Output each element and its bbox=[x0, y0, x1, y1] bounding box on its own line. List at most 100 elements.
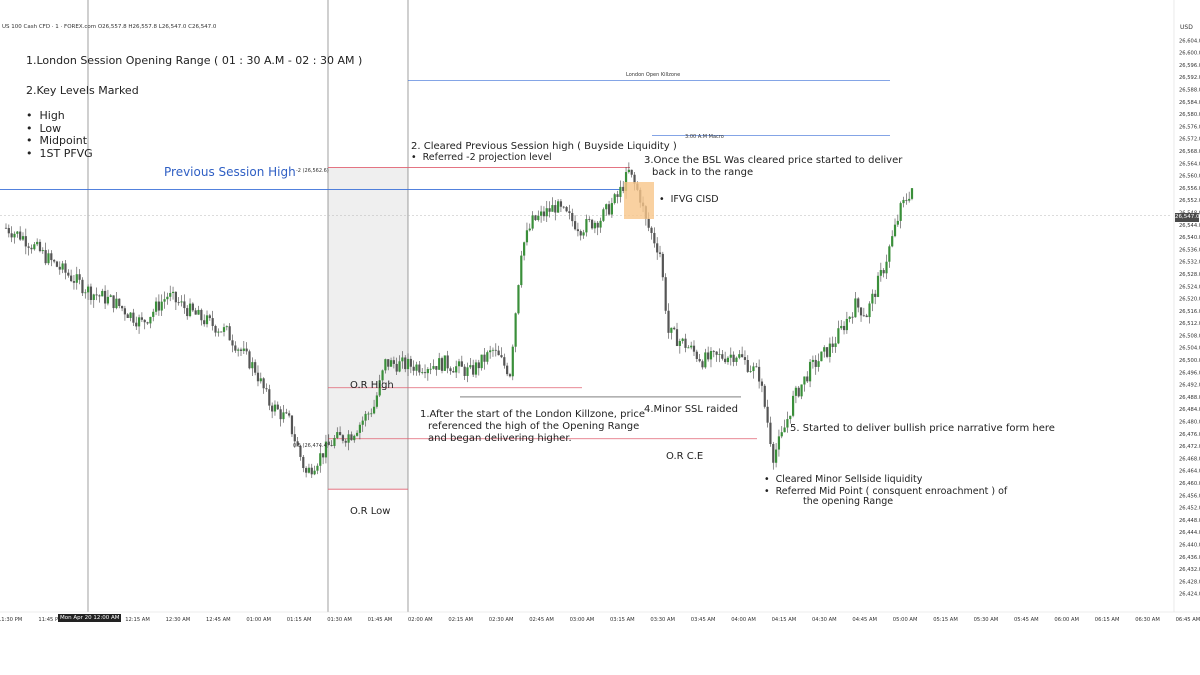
candle-up bbox=[670, 327, 673, 333]
candle-up bbox=[780, 432, 783, 437]
candle-down bbox=[616, 194, 619, 197]
y-tick-label: 26,528.0 bbox=[1179, 272, 1200, 278]
candle-up bbox=[537, 215, 540, 221]
note-cleared-minor-ssl-item: Cleared Minor Sellside liquidity bbox=[764, 474, 1007, 486]
candle-down bbox=[588, 219, 591, 220]
candle-up bbox=[823, 347, 826, 352]
candle-down bbox=[55, 261, 59, 267]
candle-up bbox=[36, 241, 39, 245]
candle-up bbox=[282, 412, 285, 420]
candle-up bbox=[868, 303, 871, 318]
candle-up bbox=[205, 315, 209, 325]
candle-down bbox=[565, 207, 568, 212]
x-tick-label: 04:30 AM bbox=[812, 617, 837, 623]
candle-up bbox=[180, 301, 183, 303]
candle-up bbox=[355, 432, 359, 436]
x-tick-label: 05:45 AM bbox=[1014, 617, 1039, 623]
candle-down bbox=[30, 247, 33, 250]
y-tick-label: 26,424.0 bbox=[1179, 592, 1200, 598]
candle-down bbox=[695, 351, 698, 359]
key-level-item: 1ST PFVG bbox=[26, 147, 93, 161]
candle-down bbox=[4, 227, 8, 229]
candle-up bbox=[415, 364, 418, 371]
candle-up bbox=[237, 349, 240, 351]
y-tick-label: 26,524.0 bbox=[1179, 284, 1200, 290]
y-tick-label: 26,576.0 bbox=[1179, 124, 1200, 130]
candle-up bbox=[251, 362, 254, 369]
candle-down bbox=[194, 310, 197, 315]
note-title-key-levels: 2.Key Levels Marked bbox=[26, 84, 139, 97]
candle-down bbox=[534, 215, 537, 221]
candle-up bbox=[160, 301, 163, 311]
candle-down bbox=[576, 229, 580, 232]
candle-up bbox=[791, 395, 795, 416]
x-tick-label: 06:15 AM bbox=[1095, 617, 1120, 623]
y-tick-label: 26,604.0 bbox=[1179, 38, 1200, 44]
candle-down bbox=[330, 445, 333, 446]
candle-up bbox=[406, 358, 410, 370]
candle-up bbox=[163, 299, 166, 302]
candle-up bbox=[242, 348, 245, 351]
candle-down bbox=[350, 434, 353, 441]
candle-down bbox=[865, 315, 868, 318]
candle-up bbox=[885, 261, 888, 274]
candle-up bbox=[222, 327, 226, 332]
candle-up bbox=[610, 203, 613, 215]
candle-down bbox=[123, 308, 127, 315]
candle-down bbox=[483, 354, 486, 362]
candle-down bbox=[44, 250, 47, 264]
candle-up bbox=[582, 232, 585, 236]
candle-up bbox=[783, 427, 786, 433]
candle-down bbox=[423, 372, 427, 374]
candle-down bbox=[862, 315, 865, 317]
candle-down bbox=[542, 211, 546, 217]
candle-up bbox=[378, 380, 381, 396]
candle-up bbox=[273, 404, 277, 412]
candle-up bbox=[61, 263, 64, 270]
candle-up bbox=[511, 346, 514, 377]
candle-down bbox=[825, 347, 829, 357]
candle-up bbox=[854, 298, 857, 318]
x-tick-label: 05:15 AM bbox=[933, 617, 958, 623]
candle-up bbox=[489, 350, 492, 353]
note-referred-projection-item: Referred -2 projection level bbox=[411, 152, 552, 165]
candle-up bbox=[336, 432, 339, 438]
note-ifvg: IFVG CISD bbox=[659, 194, 719, 207]
x-tick-label: 03:00 AM bbox=[570, 617, 595, 623]
candle-down bbox=[231, 340, 234, 346]
x-tick-label: 02:30 AM bbox=[489, 617, 514, 623]
candle-down bbox=[279, 409, 282, 420]
y-tick-label: 26,508.0 bbox=[1179, 333, 1200, 339]
note-referred-midpoint-item: Referred Mid Point ( consquent enroachme… bbox=[764, 486, 1008, 498]
x-tick-label: 02:45 AM bbox=[529, 617, 554, 623]
candle-up bbox=[225, 326, 228, 328]
candle-up bbox=[891, 236, 894, 247]
candle-down bbox=[245, 348, 248, 352]
note-cleared-minor-ssl: Cleared Minor Sellside liquidity Referre… bbox=[764, 474, 1008, 498]
candle-up bbox=[704, 352, 707, 368]
candle-up bbox=[888, 246, 891, 262]
y-tick-label: 26,512.0 bbox=[1179, 321, 1200, 327]
y-tick-label: 26,444.0 bbox=[1179, 530, 1200, 536]
candle-up bbox=[358, 424, 362, 433]
x-tick-label: 04:45 AM bbox=[852, 617, 877, 623]
y-tick-label: 26,464.0 bbox=[1179, 469, 1200, 475]
candle-up bbox=[845, 318, 848, 331]
x-tick-label: 01:30 AM bbox=[327, 617, 352, 623]
candle-up bbox=[528, 228, 531, 231]
candle-up bbox=[517, 285, 520, 314]
candle-up bbox=[602, 209, 605, 221]
candle-up bbox=[137, 317, 141, 327]
candle-up bbox=[166, 296, 169, 300]
candle-down bbox=[500, 355, 503, 358]
candle-down bbox=[692, 345, 696, 352]
candle-down bbox=[132, 312, 135, 323]
candle-down bbox=[211, 318, 214, 326]
candle-down bbox=[220, 331, 223, 333]
candle-down bbox=[707, 352, 710, 360]
candle-up bbox=[820, 351, 823, 362]
candle-down bbox=[409, 358, 412, 367]
candle-up bbox=[523, 242, 526, 256]
note-bullish: 5. Started to deliver bullish price narr… bbox=[790, 423, 1055, 434]
